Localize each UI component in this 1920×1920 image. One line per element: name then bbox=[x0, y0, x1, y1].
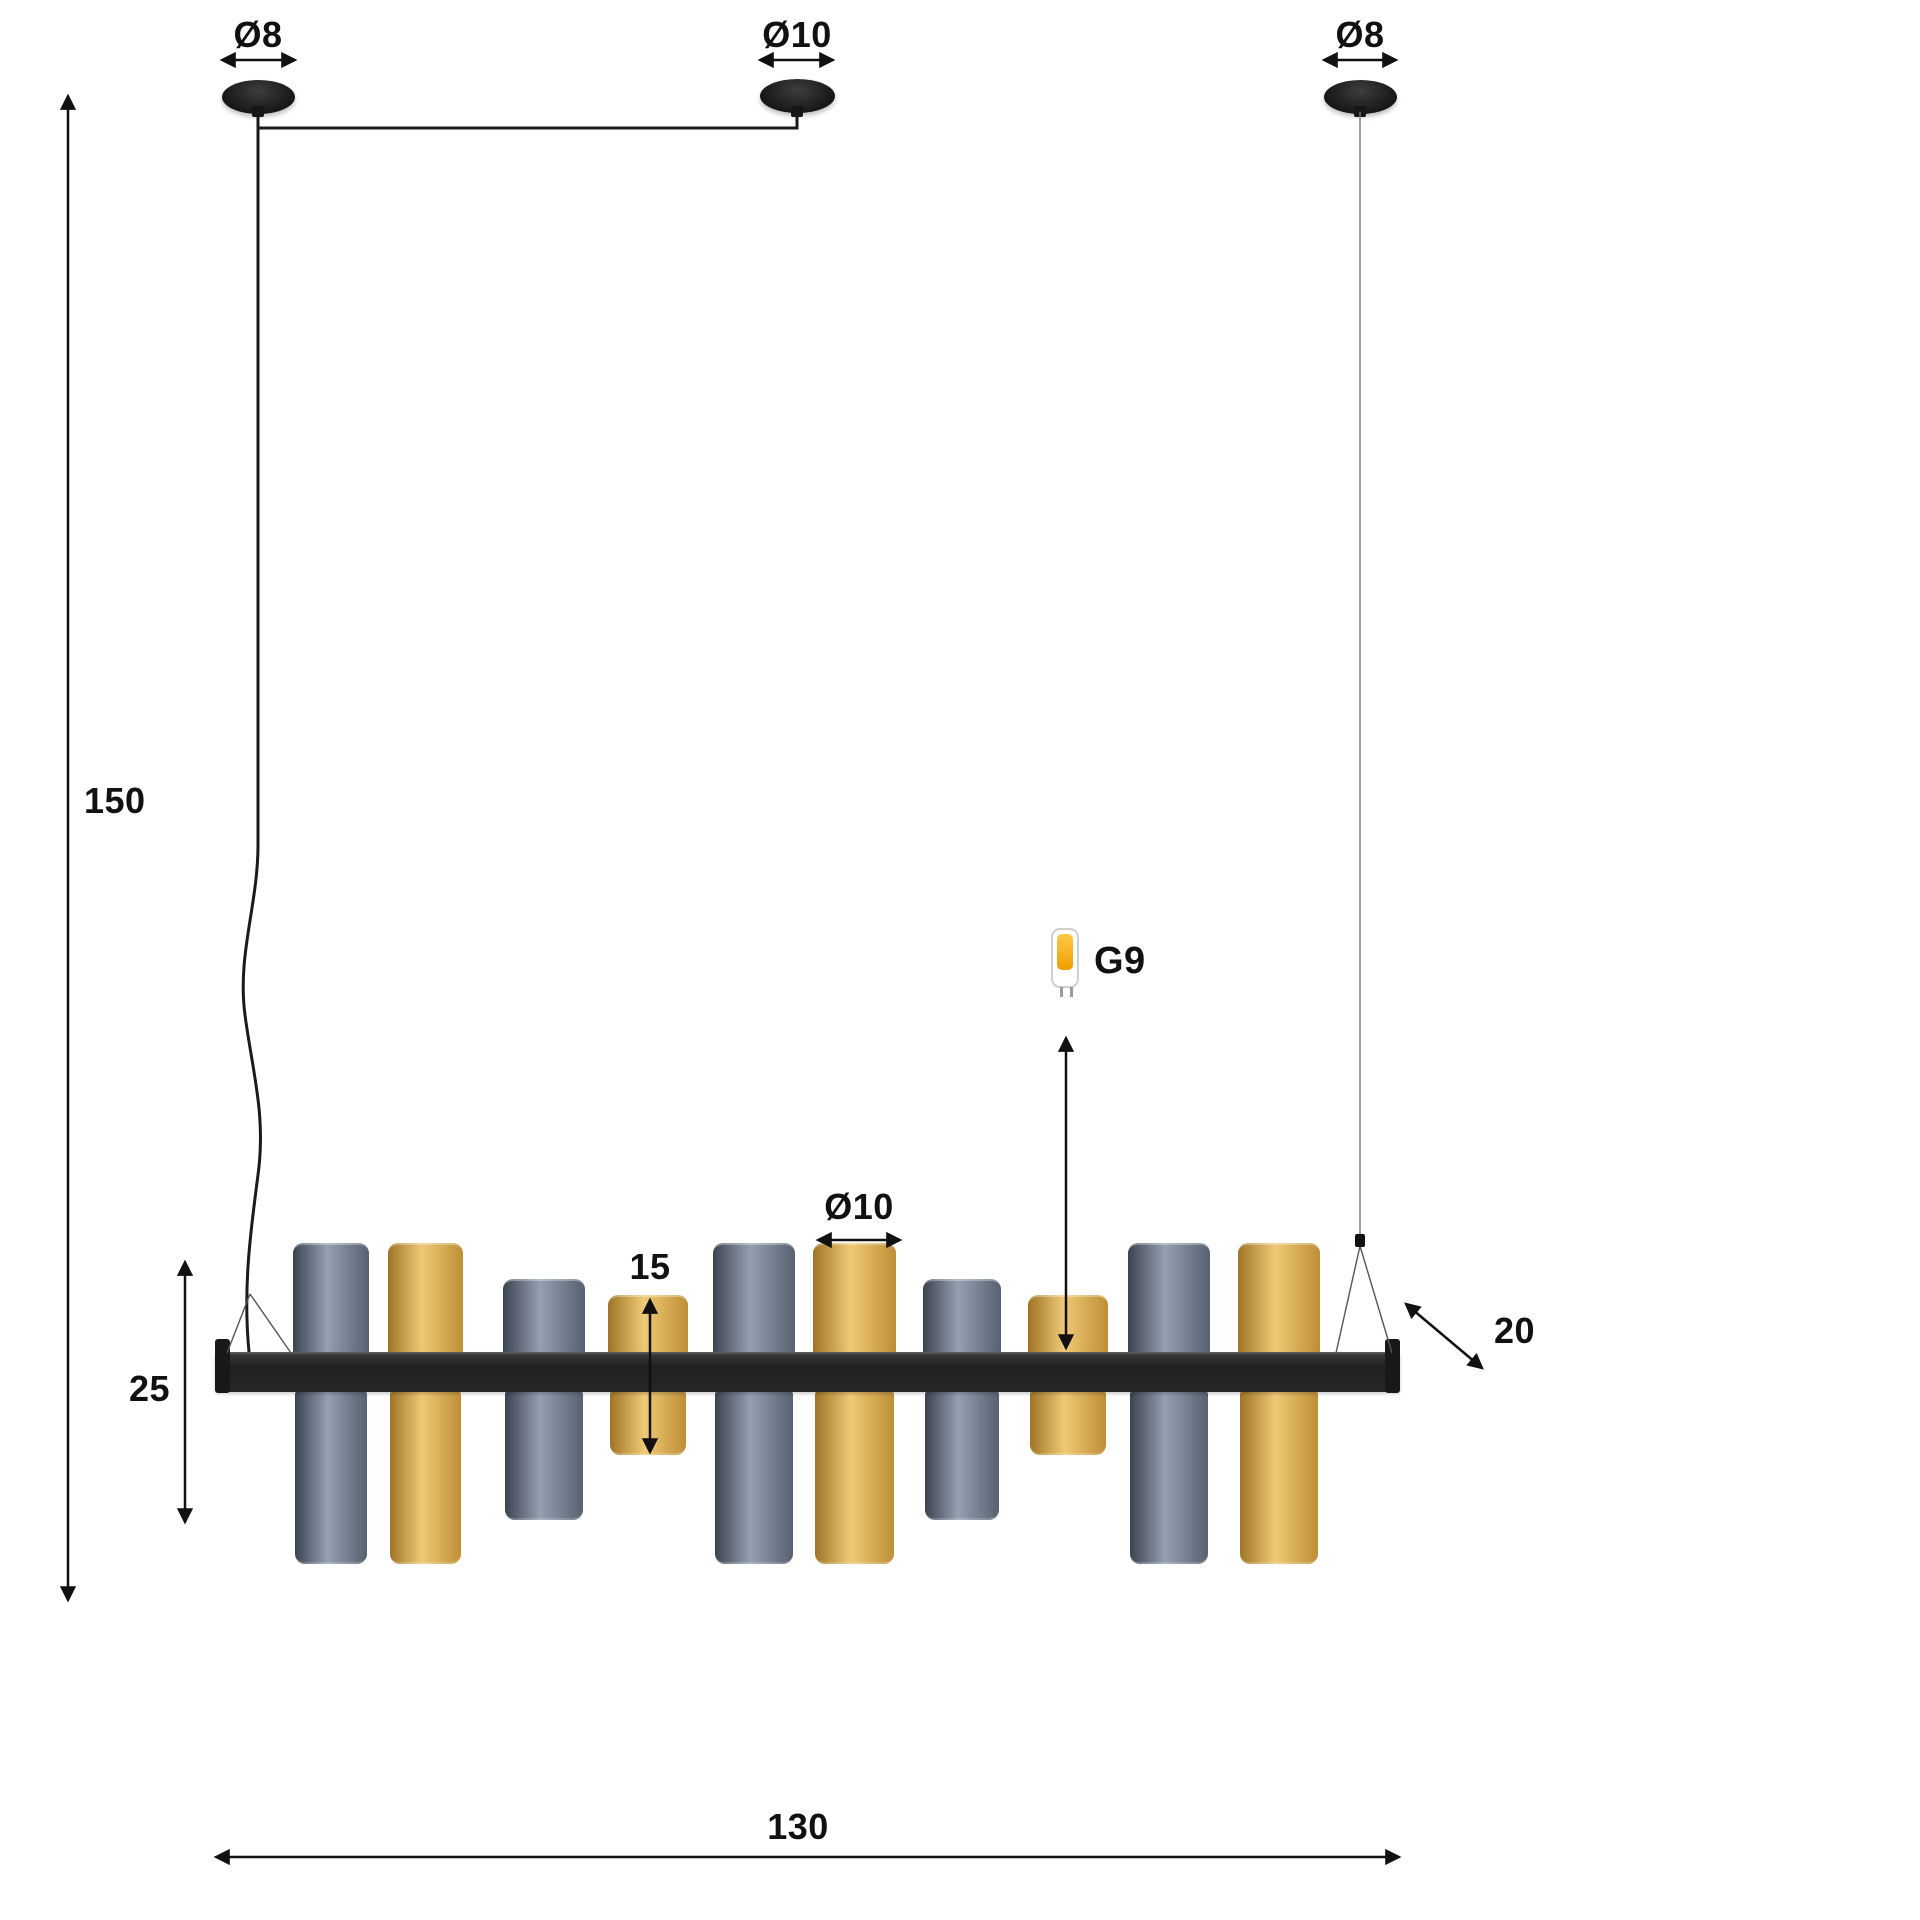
glass-shade-top bbox=[1028, 1295, 1108, 1355]
glass-shade-bottom bbox=[925, 1392, 999, 1520]
dim-label-shade-diameter: Ø10 bbox=[824, 1186, 894, 1227]
bulb-glow bbox=[1057, 934, 1073, 970]
bulb-pin-left bbox=[1060, 987, 1063, 997]
glass-shade-top bbox=[923, 1279, 1001, 1355]
wire-connector bbox=[1355, 1234, 1365, 1247]
lamp-frame-bar bbox=[215, 1352, 1400, 1392]
dim-label-bulb-type: G9 bbox=[1094, 940, 1146, 982]
glass-shade-top bbox=[1128, 1243, 1210, 1355]
glass-shade-top bbox=[293, 1243, 369, 1355]
glass-shade-top bbox=[608, 1295, 688, 1355]
dim-label-canopy-right: Ø8 bbox=[1335, 14, 1385, 55]
dim-label-depth-20: 20 bbox=[1494, 1310, 1536, 1351]
glass-shade-bottom bbox=[505, 1392, 583, 1520]
cable-v-left bbox=[226, 1293, 292, 1354]
glass-shade-top bbox=[503, 1279, 585, 1355]
glass-shade-bottom bbox=[715, 1392, 793, 1564]
dimension-arrows bbox=[59, 51, 1484, 1866]
glass-shade-top bbox=[388, 1243, 463, 1355]
g9-bulb-icon bbox=[1051, 928, 1079, 997]
glass-shade-top bbox=[1238, 1243, 1320, 1355]
suspension-wires bbox=[226, 108, 1393, 1354]
glass-shade-bottom bbox=[1030, 1392, 1106, 1455]
canopy-stem-center bbox=[791, 106, 803, 117]
glass-shade-bottom bbox=[295, 1392, 367, 1564]
glass-shade-bottom bbox=[1130, 1392, 1208, 1564]
glass-shade-bottom bbox=[610, 1392, 686, 1455]
canopy-stem-left bbox=[252, 106, 264, 117]
dim-label-height-150: 150 bbox=[84, 780, 146, 821]
cable-v-right bbox=[1335, 1245, 1393, 1354]
glass-shade-bottom bbox=[815, 1392, 894, 1564]
frame-end-left bbox=[215, 1339, 230, 1393]
glass-shade-bottom bbox=[1240, 1392, 1318, 1564]
glass-shade-bottom bbox=[390, 1392, 461, 1564]
dim-label-canopy-left: Ø8 bbox=[233, 14, 283, 55]
glass-shade-top bbox=[813, 1243, 896, 1355]
dim-label-height-15: 15 bbox=[629, 1246, 671, 1287]
dim-label-height-25: 25 bbox=[128, 1368, 170, 1409]
dim-arrow-depth-20 bbox=[1404, 1302, 1484, 1370]
power-cord-horizontal bbox=[258, 108, 799, 130]
dim-label-width-130: 130 bbox=[767, 1806, 829, 1847]
glass-shade-top bbox=[713, 1243, 795, 1355]
canopy-stem-right bbox=[1354, 106, 1366, 117]
bulb-pin-right bbox=[1070, 987, 1073, 997]
frame-end-right bbox=[1385, 1339, 1400, 1393]
power-cord-left bbox=[241, 108, 263, 1353]
dim-label-canopy-center: Ø10 bbox=[762, 14, 832, 55]
